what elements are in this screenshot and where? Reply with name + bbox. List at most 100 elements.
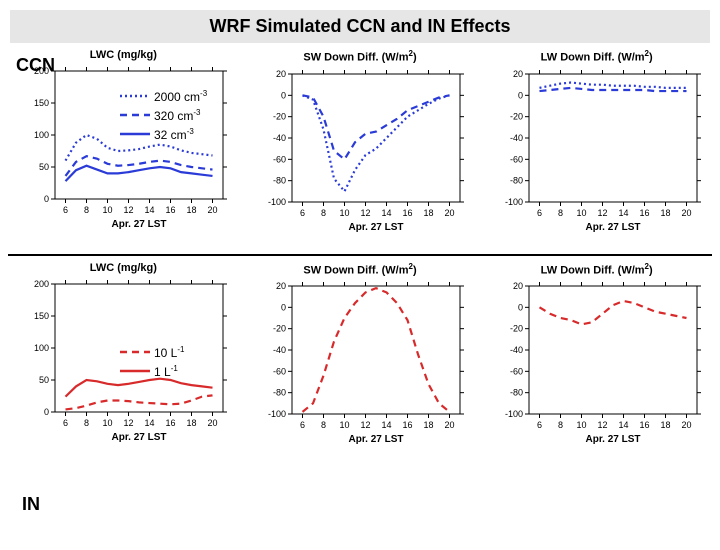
svg-text:0: 0 [44, 407, 49, 417]
svg-text:8: 8 [558, 208, 563, 218]
panel-title: SW Down Diff. (W/m2) [245, 49, 476, 64]
chart-svg: -100-80-60-40-2002068101214161820Apr. 27… [250, 66, 470, 246]
svg-text:10: 10 [103, 418, 113, 428]
svg-text:14: 14 [618, 208, 628, 218]
svg-text:-20: -20 [510, 111, 523, 121]
legend-label: 2000 cm-3 [154, 86, 207, 105]
chart-svg: -100-80-60-40-2002068101214161820Apr. 27… [250, 278, 470, 458]
svg-text:14: 14 [381, 420, 391, 430]
svg-text:12: 12 [124, 205, 134, 215]
svg-text:Apr. 27 LST: Apr. 27 LST [112, 219, 167, 230]
svg-text:8: 8 [84, 205, 89, 215]
svg-text:20: 20 [276, 69, 286, 79]
svg-text:-40: -40 [510, 345, 523, 355]
svg-text:0: 0 [518, 90, 523, 100]
svg-text:Apr. 27 LST: Apr. 27 LST [585, 434, 640, 445]
legend-item: 32 cm-3 [120, 124, 207, 143]
svg-text:-80: -80 [510, 388, 523, 398]
svg-text:8: 8 [558, 420, 563, 430]
svg-text:-100: -100 [268, 409, 286, 419]
series-line [66, 378, 213, 396]
svg-text:20: 20 [444, 420, 454, 430]
chart-panel: SW Down Diff. (W/m2) -100 -80 -60 -40 -20 0 20 6… [245, 49, 476, 246]
svg-text:14: 14 [618, 420, 628, 430]
legend-label: 1 L-1 [154, 361, 178, 380]
svg-text:8: 8 [321, 420, 326, 430]
svg-text:6: 6 [63, 205, 68, 215]
svg-text:-100: -100 [505, 197, 523, 207]
svg-text:Apr. 27 LST: Apr. 27 LST [348, 222, 403, 233]
series-line [539, 301, 686, 324]
series-line [66, 166, 213, 181]
svg-text:0: 0 [281, 90, 286, 100]
svg-text:10: 10 [576, 420, 586, 430]
series-line [539, 82, 686, 87]
legend-swatch [120, 128, 150, 140]
svg-text:20: 20 [681, 420, 691, 430]
svg-text:8: 8 [84, 418, 89, 428]
svg-text:10: 10 [339, 208, 349, 218]
svg-text:150: 150 [34, 98, 49, 108]
svg-text:8: 8 [321, 208, 326, 218]
legend-item: 320 cm-3 [120, 105, 207, 124]
legend-label: 10 L-1 [154, 342, 184, 361]
svg-text:16: 16 [639, 420, 649, 430]
legend-swatch [120, 90, 150, 102]
svg-text:14: 14 [381, 208, 391, 218]
svg-text:-20: -20 [273, 324, 286, 334]
legend-in: 10 L-11 L-1 [120, 342, 184, 380]
chart-svg: -100-80-60-40-2002068101214161820Apr. 27… [487, 66, 707, 246]
svg-text:0: 0 [44, 194, 49, 204]
svg-text:18: 18 [660, 420, 670, 430]
svg-text:18: 18 [660, 208, 670, 218]
svg-text:6: 6 [300, 208, 305, 218]
svg-text:-100: -100 [268, 197, 286, 207]
legend-swatch [120, 346, 150, 358]
svg-text:-80: -80 [510, 175, 523, 185]
svg-text:-40: -40 [273, 345, 286, 355]
svg-text:200: 200 [34, 279, 49, 289]
svg-text:20: 20 [513, 281, 523, 291]
svg-text:14: 14 [145, 205, 155, 215]
svg-text:18: 18 [187, 418, 197, 428]
chart-row-in: LWC (mg/kg)05010015020068101214161820Apr… [8, 262, 712, 459]
section-label-ccn: CCN [16, 55, 55, 76]
svg-text:-40: -40 [273, 133, 286, 143]
panel-title: LW Down Diff. (W/m2) [481, 262, 712, 277]
svg-text:-60: -60 [273, 154, 286, 164]
legend-label: 320 cm-3 [154, 105, 200, 124]
svg-text:-20: -20 [273, 111, 286, 121]
svg-text:20: 20 [681, 208, 691, 218]
series-line [303, 288, 450, 412]
svg-text:16: 16 [402, 420, 412, 430]
svg-text:10: 10 [339, 420, 349, 430]
svg-text:16: 16 [402, 208, 412, 218]
panel-title: LW Down Diff. (W/m2) [481, 49, 712, 64]
svg-text:-20: -20 [510, 324, 523, 334]
legend-ccn: 2000 cm-3320 cm-332 cm-3 [120, 86, 207, 143]
svg-text:12: 12 [124, 418, 134, 428]
svg-text:18: 18 [423, 420, 433, 430]
svg-text:16: 16 [166, 205, 176, 215]
legend-swatch [120, 365, 150, 377]
svg-text:Apr. 27 LST: Apr. 27 LST [585, 222, 640, 233]
svg-text:6: 6 [537, 420, 542, 430]
chart-svg: -100-80-60-40-2002068101214161820Apr. 27… [487, 278, 707, 458]
legend-item: 10 L-1 [120, 342, 184, 361]
svg-text:-40: -40 [510, 133, 523, 143]
svg-text:50: 50 [39, 375, 49, 385]
svg-text:18: 18 [187, 205, 197, 215]
chart-panel: LWC (mg/kg)05010015020068101214161820Apr… [8, 49, 239, 243]
svg-text:150: 150 [34, 311, 49, 321]
svg-text:-80: -80 [273, 175, 286, 185]
svg-text:16: 16 [639, 208, 649, 218]
legend-item: 2000 cm-3 [120, 86, 207, 105]
svg-text:10: 10 [576, 208, 586, 218]
svg-text:20: 20 [208, 418, 218, 428]
svg-text:10: 10 [103, 205, 113, 215]
legend-swatch [120, 109, 150, 121]
svg-text:50: 50 [39, 162, 49, 172]
svg-text:12: 12 [360, 420, 370, 430]
panel-title: LWC (mg/kg) [8, 262, 239, 274]
svg-text:12: 12 [360, 208, 370, 218]
